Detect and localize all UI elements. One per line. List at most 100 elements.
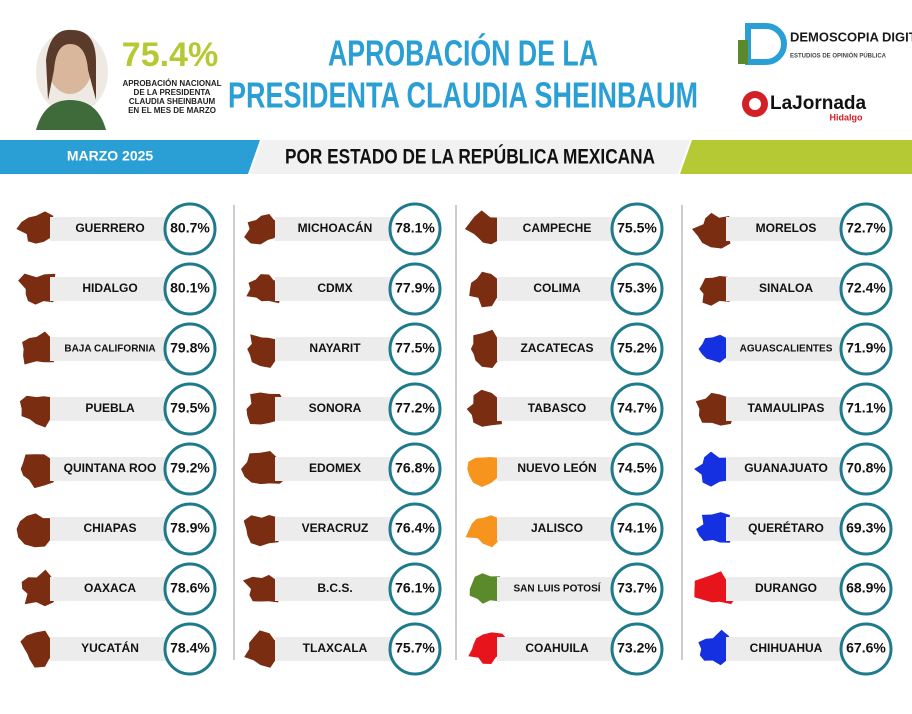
label-band: [497, 457, 627, 481]
label-band: [497, 397, 627, 421]
state-shape: [692, 212, 733, 249]
state-name: OAXACA: [84, 581, 136, 595]
state-name: TABASCO: [528, 401, 586, 415]
state-name: COLIMA: [533, 281, 581, 295]
state-name: VERACRUZ: [302, 521, 369, 535]
label-band: [497, 577, 627, 601]
approval-value: 77.5%: [395, 340, 435, 356]
logo-subtext: Hidalgo: [830, 112, 864, 122]
approval-circle: [610, 262, 664, 316]
label-band: [50, 577, 180, 601]
approval-circle: [163, 442, 217, 496]
label-band: [275, 577, 405, 601]
state-name: QUERÉTARO: [748, 520, 824, 535]
approval-circle: [610, 502, 664, 556]
state-name: QUINTANA ROO: [64, 461, 157, 475]
label-band: [275, 217, 405, 241]
approval-value: 78.4%: [170, 640, 210, 656]
headline-value: 75.4%: [122, 36, 218, 74]
logo-text: DEMOSCOPIA DIGITAL: [790, 29, 912, 44]
approval-value: 74.1%: [617, 520, 657, 536]
approval-value: 78.1%: [395, 220, 435, 236]
approval-value: 80.1%: [170, 280, 210, 296]
approval-circle: [610, 322, 664, 376]
state-name: SAN LUIS POTOSÍ: [513, 582, 600, 595]
label-band: [726, 217, 856, 241]
approval-circle: [839, 262, 893, 316]
label-band: [275, 517, 405, 541]
approval-circle: [610, 622, 664, 676]
label-band: [497, 337, 627, 361]
label-band: [726, 397, 856, 421]
approval-value: 68.9%: [846, 580, 886, 596]
state-shape: [16, 211, 60, 244]
approval-circle: [388, 322, 442, 376]
approval-circle: [163, 322, 217, 376]
state-name: AGUASCALIENTES: [740, 344, 833, 355]
label-band: [497, 217, 627, 241]
state-name: TAMAULIPAS: [748, 401, 825, 415]
label-band: [275, 397, 405, 421]
approval-circle: [388, 202, 442, 256]
state-shape: [469, 271, 506, 308]
state-shape: [244, 214, 281, 245]
approval-circle: [839, 442, 893, 496]
approval-circle: [388, 262, 442, 316]
logo-jornada: LaJornada Hidalgo: [742, 91, 867, 122]
label-band: [50, 397, 180, 421]
state-name: SINALOA: [759, 281, 813, 295]
approval-value: 72.4%: [846, 280, 886, 296]
approval-value: 73.7%: [617, 580, 657, 596]
label-band: [497, 517, 627, 541]
approval-value: 76.8%: [395, 460, 435, 476]
approval-value: 69.3%: [846, 520, 886, 536]
approval-value: 67.6%: [846, 640, 886, 656]
state-shape: [246, 392, 285, 425]
label-band: [50, 457, 180, 481]
approval-circle: [163, 202, 217, 256]
band-right: [680, 140, 912, 174]
state-name: PUEBLA: [85, 401, 135, 415]
approval-value: 79.2%: [170, 460, 210, 476]
approval-value: 75.5%: [617, 220, 657, 236]
approval-value: 74.7%: [617, 400, 657, 416]
state-name: BAJA CALIFORNIA: [64, 344, 155, 355]
logo-text: LaJornada: [770, 93, 867, 114]
label-band: [726, 337, 856, 361]
approval-circle: [610, 562, 664, 616]
state-name: COAHUILA: [525, 641, 589, 655]
approval-value: 79.8%: [170, 340, 210, 356]
approval-circle: [163, 262, 217, 316]
state-name: HIDALGO: [82, 281, 137, 295]
band-left: [0, 140, 260, 174]
label-band: [50, 637, 180, 661]
approval-circle: [839, 382, 893, 436]
logo-demoscopia: DEMOSCOPIA DIGITAL ESTUDIOS DE OPINIÓN P…: [738, 23, 912, 65]
approval-value: 72.7%: [846, 220, 886, 236]
approval-value: 75.2%: [617, 340, 657, 356]
approval-value: 80.7%: [170, 220, 210, 236]
label-band: [497, 277, 627, 301]
approval-value: 77.9%: [395, 280, 435, 296]
band-subtitle: POR ESTADO DE LA REPÚBLICA MEXICANA: [285, 145, 655, 169]
approval-circle: [839, 322, 893, 376]
state-name: NUEVO LEÓN: [517, 460, 596, 475]
state-name: CAMPECHE: [523, 221, 592, 235]
state-name: SONORA: [309, 401, 362, 415]
band-date: MARZO 2025: [67, 148, 154, 164]
approval-circle: [163, 622, 217, 676]
approval-circle: [388, 382, 442, 436]
state-name: MICHOACÁN: [298, 220, 373, 235]
state-name: EDOMEX: [309, 461, 361, 475]
title-line: APROBACIÓN DE LA: [328, 32, 598, 74]
approval-value: 78.9%: [170, 520, 210, 536]
caption-line: CLAUDIA SHEINBAUM: [129, 97, 216, 106]
state-name: B.C.S.: [317, 581, 352, 595]
state-shape: [244, 630, 285, 668]
approval-value: 79.5%: [170, 400, 210, 416]
approval-value: 75.3%: [617, 280, 657, 296]
approval-value: 70.8%: [846, 460, 886, 476]
label-band: [275, 337, 405, 361]
approval-circle: [839, 502, 893, 556]
